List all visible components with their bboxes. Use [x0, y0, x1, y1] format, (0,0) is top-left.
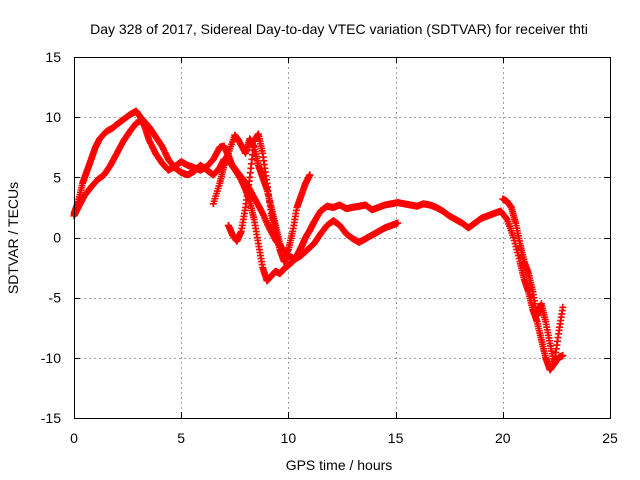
x-tick-label: 0	[70, 430, 78, 446]
y-tick-label: 0	[53, 230, 61, 246]
data-point	[559, 303, 567, 311]
x-tick-label: 25	[602, 430, 618, 446]
x-tick-label: 20	[495, 430, 511, 446]
series-track-4	[224, 130, 292, 266]
data-point	[306, 171, 314, 179]
x-tick-labels: 0 5 10 15 20 25	[70, 430, 618, 446]
series-track-5	[499, 195, 567, 368]
x-tick-label: 5	[177, 430, 185, 446]
x-axis-title: GPS time / hours	[286, 457, 393, 473]
x-tick-label: 15	[388, 430, 404, 446]
data-points	[70, 107, 567, 374]
grid	[74, 57, 610, 418]
plot-frame	[74, 57, 611, 419]
data-point	[284, 252, 292, 260]
y-axis-title: SDTVAR / TECUs	[5, 182, 21, 294]
y-tick-label: -5	[49, 290, 62, 306]
data-point	[559, 351, 567, 359]
y-tick-label: -15	[41, 410, 61, 426]
axis-ticks	[74, 57, 611, 419]
x-tick-label: 10	[281, 430, 297, 446]
y-tick-label: 5	[53, 169, 61, 185]
y-tick-labels: -15 -10 -5 0 5 10 15	[41, 49, 61, 426]
y-tick-label: 15	[45, 49, 61, 65]
data-point	[394, 219, 402, 227]
y-tick-label: -10	[41, 350, 61, 366]
chart-title: Day 328 of 2017, Sidereal Day-to-day VTE…	[90, 21, 588, 37]
y-tick-label: 10	[45, 109, 61, 125]
